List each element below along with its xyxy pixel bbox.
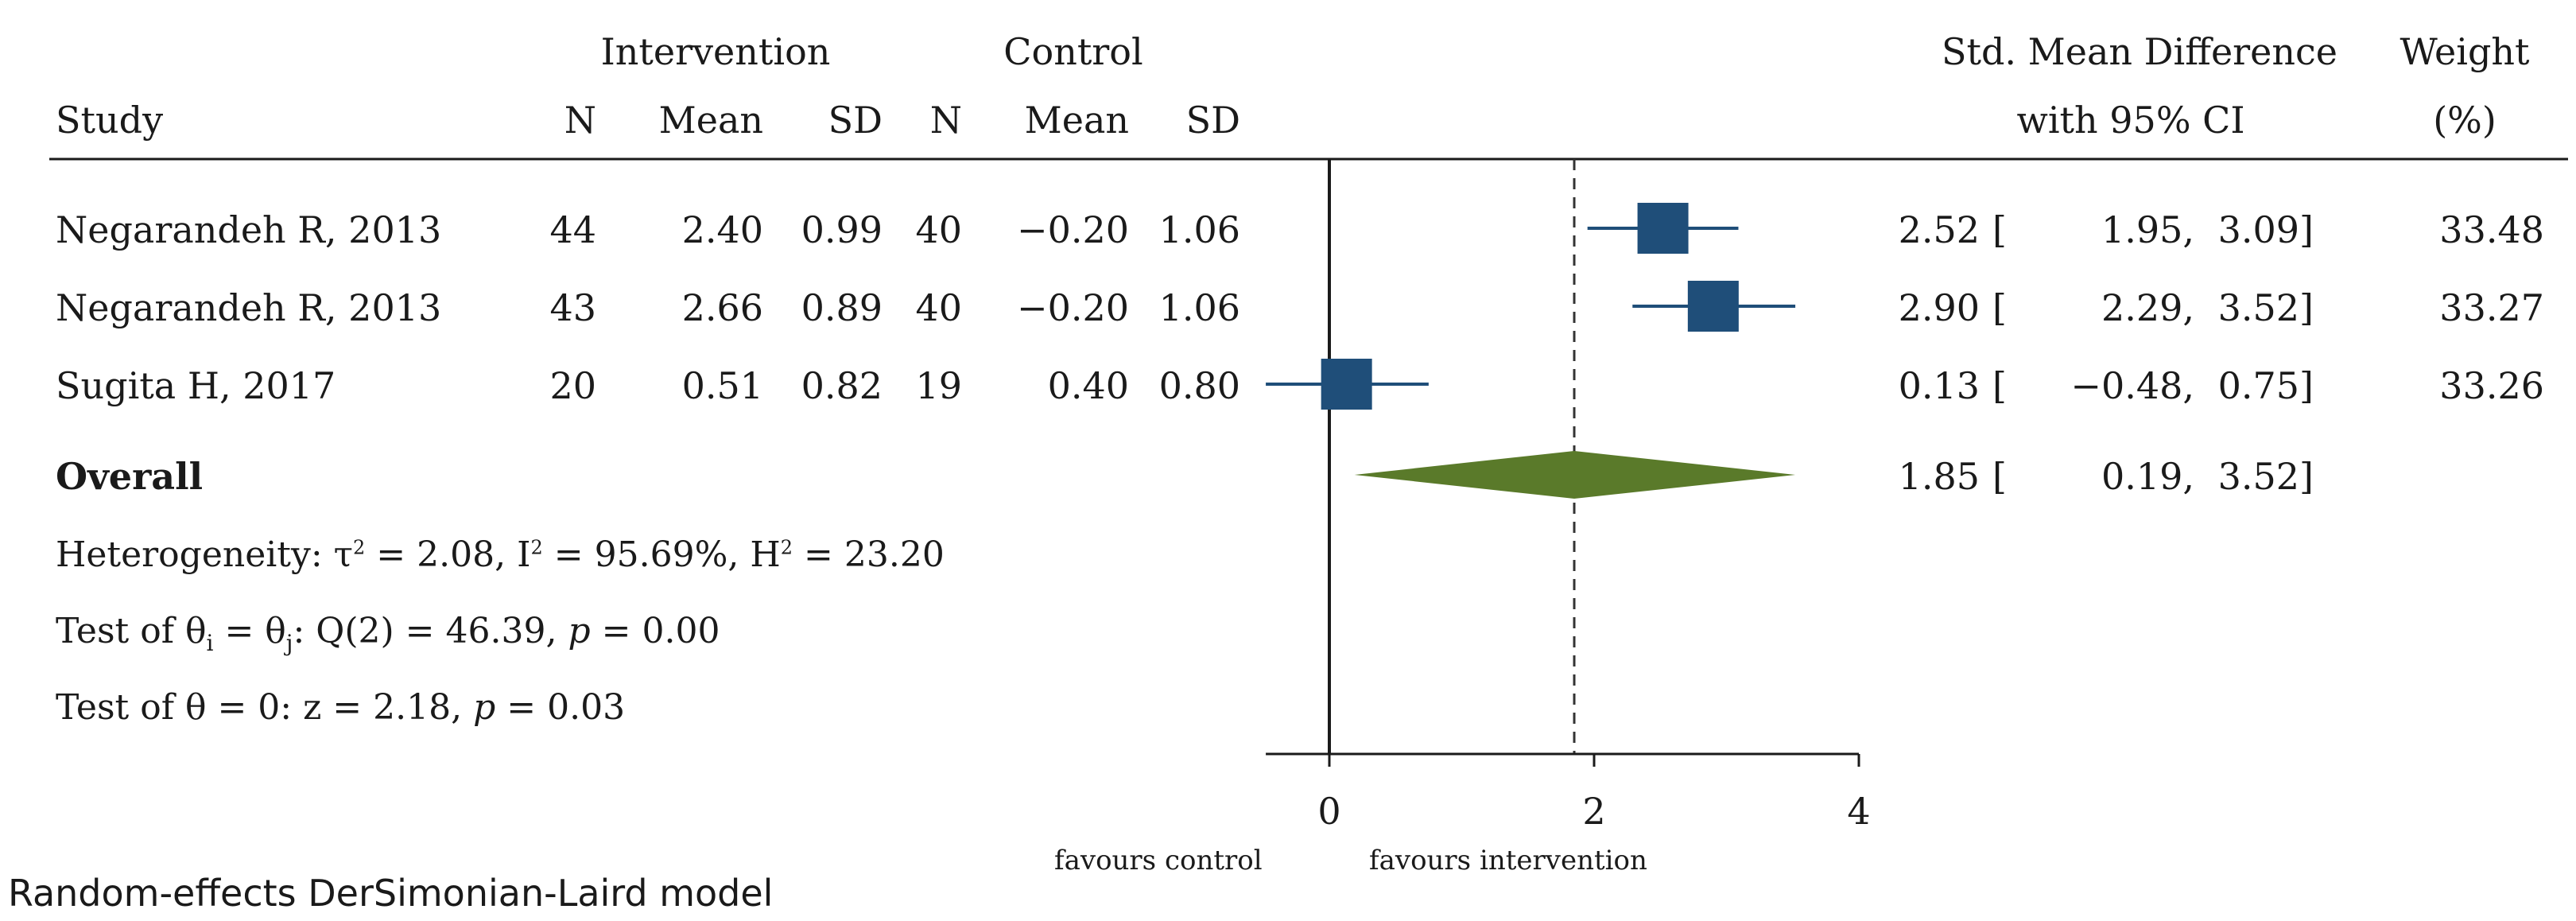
sd1-value: 0.82 [801,364,883,407]
heterogeneity-text: Heterogeneity: τ2 = 2.08, I2 = 95.69%, H… [56,534,945,575]
study-marker [1321,359,1372,410]
n2-value: 40 [915,286,962,329]
overall-label: Overall [56,455,204,498]
effect-header-line1: Std. Mean Difference [1941,30,2337,73]
ci-upper-value: 3.09] [2217,208,2314,251]
n1-column-header: N [564,99,596,142]
sd1-value: 0.89 [801,286,883,329]
weight-header-line2: (%) [2433,99,2496,142]
estimate-value: 2.90 [1898,286,1980,329]
study-name: Sugita H, 2017 [56,364,336,407]
n1-value: 20 [549,364,596,407]
ci-lower-value: −0.48, [2070,364,2194,407]
ci-lower-value: 1.95, [2101,208,2194,251]
n2-value: 19 [915,364,962,407]
mean1-column-header: Mean [658,99,763,142]
n2-value: 40 [915,208,962,251]
group-intervention-header: Intervention [600,30,831,73]
study-column-header: Study [56,99,164,142]
weight-value: 33.27 [2439,286,2544,329]
estimate-value: 0.13 [1898,364,1980,407]
overall-diamond [1354,451,1796,499]
favours-intervention-label: favours intervention [1369,845,1647,876]
sd2-value: 1.06 [1158,208,1240,251]
test-overall-text: Test of θ = 0: z = 2.18, p = 0.03 [56,687,626,728]
study-marker [1637,203,1689,254]
mean2-column-header: Mean [1024,99,1129,142]
x-tick-label: 2 [1582,790,1605,833]
sd1-column-header: SD [828,99,883,142]
overall-lower: 0.19, [2101,455,2194,498]
overall-estimate: 1.85 [1898,455,1980,498]
ci-upper-value: 3.52] [2217,286,2314,329]
model-footer: Random-effects DerSimonian-Laird model [8,872,774,915]
sd2-value: 0.80 [1158,364,1240,407]
mean2-value: −0.20 [1017,286,1129,329]
ci-open-bracket: [ [1992,286,2007,329]
estimate-value: 2.52 [1898,208,1980,251]
test-homogeneity-text: Test of θi = θj: Q(2) = 46.39, p = 0.00 [56,611,720,656]
mean2-value: −0.20 [1017,208,1129,251]
effect-header-line2: with 95% CI [2016,99,2245,142]
ci-lower-value: 2.29, [2101,286,2194,329]
sd2-value: 1.06 [1158,286,1240,329]
n1-value: 43 [549,286,596,329]
study-name: Negarandeh R, 2013 [56,208,442,251]
mean1-value: 0.51 [681,364,763,407]
weight-header-line1: Weight [2399,30,2530,73]
mean1-value: 2.66 [681,286,763,329]
favours-control-label: favours control [1054,845,1263,876]
study-marker [1687,281,1739,332]
ci-upper-value: 0.75] [2217,364,2314,407]
mean1-value: 2.40 [681,208,763,251]
n2-column-header: N [929,99,962,142]
ci-open-bracket: [ [1992,208,2007,251]
sd1-value: 0.99 [801,208,883,251]
study-name: Negarandeh R, 2013 [56,286,442,329]
group-control-header: Control [1003,30,1143,73]
weight-value: 33.48 [2439,208,2544,251]
overall-upper: 3.52] [2217,455,2314,498]
sd2-column-header: SD [1185,99,1240,142]
n1-value: 44 [549,208,596,251]
mean2-value: 0.40 [1047,364,1129,407]
x-tick-label: 0 [1317,790,1340,833]
x-tick-label: 4 [1847,790,1870,833]
overall-bracket: [ [1992,455,2007,498]
weight-value: 33.26 [2439,364,2544,407]
ci-open-bracket: [ [1992,364,2007,407]
